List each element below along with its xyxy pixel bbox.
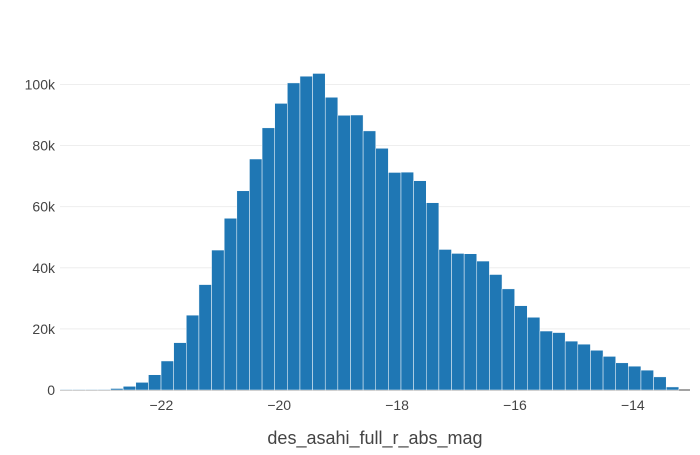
histogram-bar: [426, 202, 440, 391]
y-tick-labels: 0 20k 40k 60k 80k 100k: [25, 76, 56, 398]
y-tick-label: 0: [47, 382, 55, 398]
histogram-bar: [665, 386, 680, 391]
x-tick-label: −18: [385, 397, 409, 413]
bars: [59, 73, 680, 391]
histogram-bar: [514, 305, 528, 391]
histogram-bar: [501, 288, 515, 391]
histogram-bar: [628, 365, 642, 391]
histogram-bar: [653, 376, 667, 391]
histogram-bar: [160, 360, 174, 391]
histogram-bar: [186, 314, 200, 391]
histogram-bar: [552, 332, 566, 391]
y-tick-label: 100k: [25, 76, 56, 92]
histogram-bar: [223, 218, 238, 391]
histogram-bar: [413, 180, 427, 391]
x-tick-label: −14: [621, 397, 645, 413]
histogram-bar: [615, 362, 629, 391]
x-tick-label: −20: [267, 397, 291, 413]
y-tick-label: 80k: [32, 138, 56, 154]
histogram-bar: [438, 249, 452, 391]
histogram-bar: [476, 260, 490, 391]
histogram-bar: [527, 317, 541, 391]
histogram-bar: [198, 284, 212, 391]
histogram-bar: [59, 389, 73, 391]
histogram-bar: [337, 115, 351, 391]
y-tick-label: 60k: [32, 199, 56, 215]
histogram-bar: [274, 103, 288, 391]
histogram-bar: [640, 369, 654, 391]
histogram-bar: [173, 342, 187, 391]
histogram-bar: [590, 350, 604, 391]
histogram-bar: [299, 75, 313, 391]
histogram-bar: [375, 148, 389, 391]
histogram-bar: [236, 190, 250, 391]
histogram-bar: [602, 356, 616, 391]
x-tick-label: −16: [503, 397, 527, 413]
histogram-bar: [463, 253, 478, 391]
y-tick-label: 40k: [32, 260, 56, 276]
histogram-bar: [211, 249, 225, 391]
histogram-bar: [148, 374, 162, 391]
histogram-bar: [110, 388, 124, 391]
histogram-bar: [577, 343, 591, 391]
histogram-bar: [362, 130, 376, 391]
histogram-bar: [489, 274, 503, 391]
histogram-bar: [388, 172, 402, 391]
histogram-bar: [249, 158, 263, 391]
histogram-bar: [122, 386, 137, 391]
histogram-bar: [564, 340, 579, 391]
histogram-bar: [85, 389, 99, 391]
histogram-bar: [451, 253, 465, 391]
y-tick-label: 20k: [32, 321, 56, 337]
histogram-bar: [539, 330, 553, 391]
histogram-bar: [312, 73, 326, 391]
histogram-bar: [324, 97, 339, 391]
x-axis-title: des_asahi_full_r_abs_mag: [267, 428, 482, 449]
x-tick-label: −22: [149, 397, 173, 413]
histogram-bar: [400, 171, 414, 391]
histogram-bar: [97, 389, 111, 391]
x-tick-labels: −22 −20 −18 −16 −14: [149, 397, 644, 413]
histogram-bar: [350, 114, 364, 391]
histogram-bar: [72, 389, 86, 391]
histogram-bar: [135, 382, 149, 391]
histogram-bar: [287, 82, 301, 391]
histogram-bar: [261, 127, 275, 391]
